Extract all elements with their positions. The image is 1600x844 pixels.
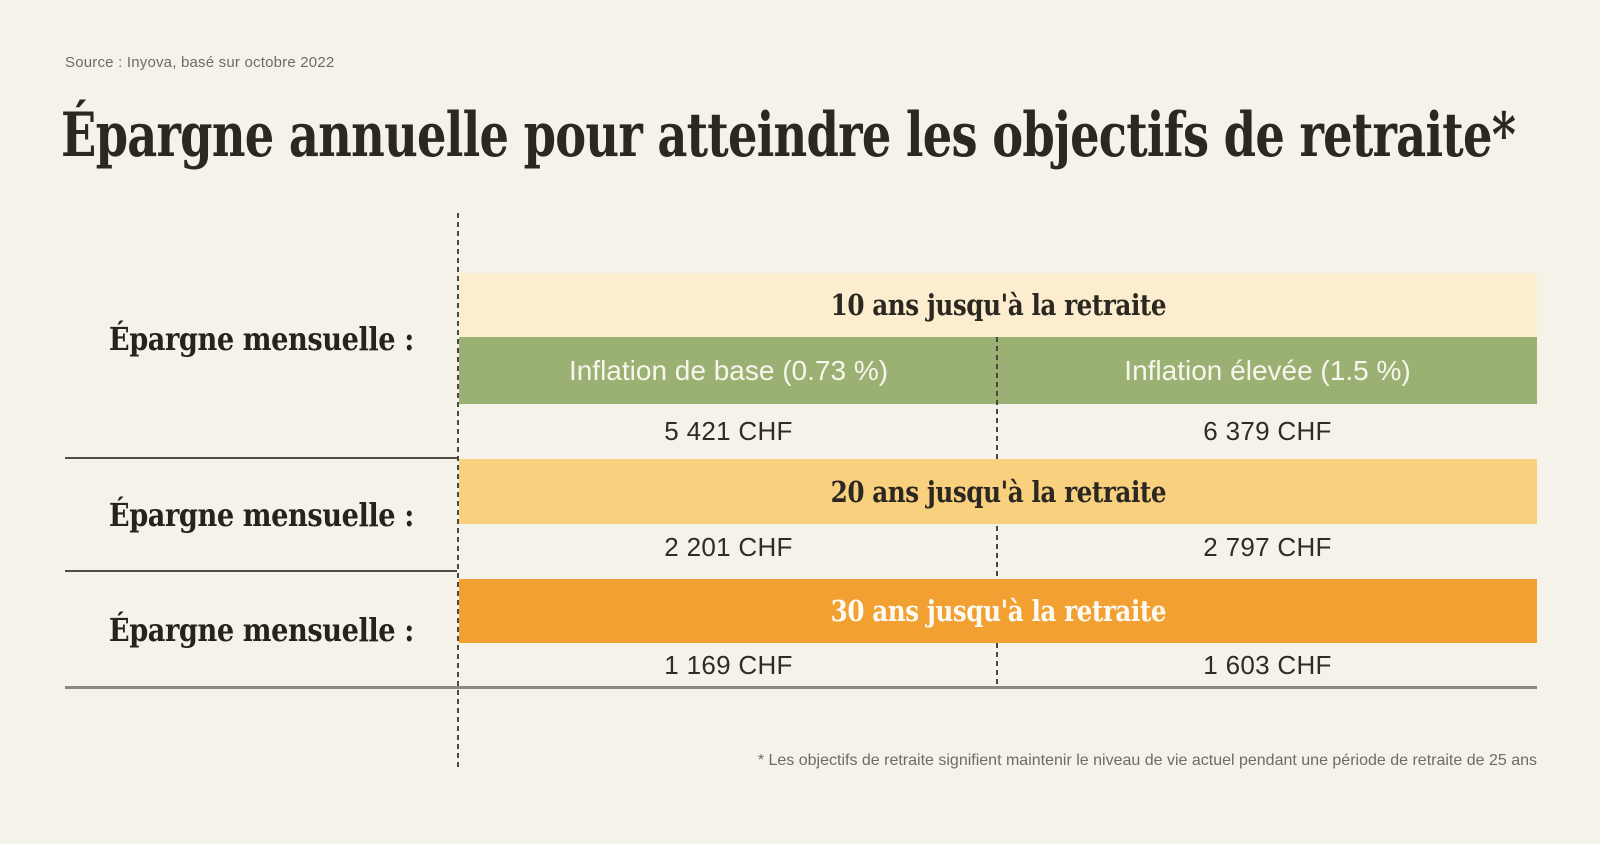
col-header-high-inflation: Inflation élevée (1.5 %) — [1124, 354, 1411, 386]
footnote: * Les objectifs de retraite signifient m… — [757, 752, 1537, 769]
period-band-20y: 20 ans jusqu'à la retraite — [459, 459, 1537, 524]
row-label-10y: Épargne mensuelle : — [65, 273, 457, 404]
period-band-30y-label: 30 ans jusqu'à la retraite — [830, 594, 1166, 628]
chart-title: Épargne annuelle pour atteindre les obje… — [61, 100, 1516, 171]
table-bottom-border — [65, 686, 1537, 689]
inflation-header-row: Inflation de base (0.73 %) Inflation éle… — [459, 337, 1537, 404]
row-label-20y: Épargne mensuelle : — [65, 459, 457, 571]
row-divider-1 — [65, 457, 457, 459]
dotted-divider-left — [457, 213, 459, 770]
value-20y-high: 2 797 CHF — [1203, 532, 1332, 562]
value-row-30y: 1 169 CHF 1 603 CHF — [459, 643, 1537, 687]
value-10y-base: 5 421 CHF — [664, 416, 793, 446]
row-label-text: Épargne mensuelle : — [108, 319, 414, 358]
period-band-20y-label: 20 ans jusqu'à la retraite — [830, 474, 1166, 509]
col-header-base-inflation: Inflation de base (0.73 %) — [568, 354, 889, 386]
period-band-10y: 10 ans jusqu'à la retraite — [459, 273, 1537, 337]
value-10y-high: 6 379 CHF — [1203, 416, 1332, 446]
row-label-30y: Épargne mensuelle : — [65, 572, 457, 688]
row-divider-2 — [65, 570, 457, 572]
period-band-10y-label: 10 ans jusqu'à la retraite — [830, 288, 1166, 322]
row-label-text: Épargne mensuelle : — [108, 496, 414, 534]
period-band-30y: 30 ans jusqu'à la retraite — [459, 579, 1537, 643]
value-20y-base: 2 201 CHF — [664, 532, 793, 562]
source-attribution: Source : Inyova, basé sur octobre 2022 — [65, 54, 335, 71]
value-row-20y: 2 201 CHF 2 797 CHF — [459, 524, 1537, 571]
value-row-10y: 5 421 CHF 6 379 CHF — [459, 404, 1537, 459]
value-30y-base: 1 169 CHF — [664, 649, 793, 680]
value-30y-high: 1 603 CHF — [1203, 649, 1332, 680]
row-label-text: Épargne mensuelle : — [108, 611, 414, 649]
